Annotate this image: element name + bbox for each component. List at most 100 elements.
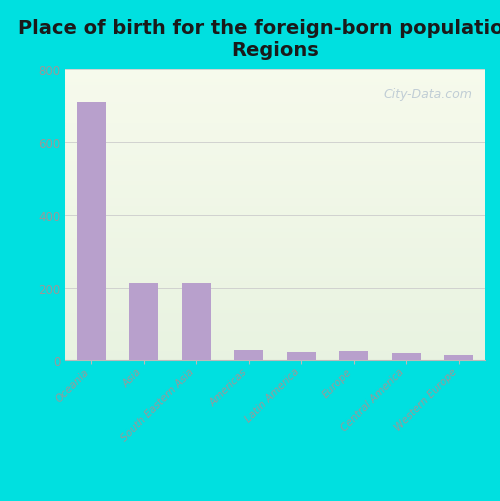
Bar xyxy=(65,250,485,252)
Bar xyxy=(65,173,485,175)
Bar xyxy=(65,284,485,285)
Bar xyxy=(65,349,485,351)
Bar xyxy=(65,255,485,256)
Bar xyxy=(65,335,485,336)
Bar xyxy=(65,311,485,313)
Bar xyxy=(65,93,485,95)
Bar xyxy=(65,76,485,77)
Bar xyxy=(65,141,485,143)
Bar xyxy=(65,221,485,222)
Bar xyxy=(65,309,485,310)
Bar xyxy=(65,247,485,249)
Bar xyxy=(65,208,485,209)
Bar xyxy=(65,319,485,320)
Bar xyxy=(65,224,485,225)
Bar xyxy=(65,140,485,141)
Bar xyxy=(65,121,485,122)
Bar xyxy=(65,287,485,288)
Bar xyxy=(65,358,485,359)
Bar xyxy=(65,102,485,104)
Bar xyxy=(65,209,485,211)
Bar xyxy=(65,249,485,250)
Bar xyxy=(65,117,485,118)
Bar xyxy=(65,234,485,236)
Bar xyxy=(65,88,485,89)
Bar xyxy=(65,205,485,207)
Bar xyxy=(65,313,485,314)
Bar xyxy=(65,77,485,79)
Bar xyxy=(65,75,485,76)
Bar xyxy=(65,195,485,196)
Bar xyxy=(65,162,485,163)
Bar xyxy=(65,227,485,228)
Bar xyxy=(65,265,485,266)
Bar xyxy=(287,353,316,361)
Bar xyxy=(65,345,485,346)
Bar xyxy=(65,83,485,85)
Bar xyxy=(65,215,485,217)
Bar xyxy=(65,259,485,261)
Bar xyxy=(65,343,485,345)
Bar xyxy=(182,284,210,361)
Bar xyxy=(65,222,485,224)
Bar xyxy=(65,272,485,274)
Bar xyxy=(65,156,485,157)
Bar xyxy=(65,130,485,131)
Bar xyxy=(65,340,485,342)
Bar xyxy=(65,167,485,169)
Bar xyxy=(65,82,485,83)
Bar xyxy=(65,351,485,352)
Bar xyxy=(234,351,263,361)
Bar xyxy=(65,228,485,230)
Bar xyxy=(65,278,485,280)
Bar xyxy=(65,253,485,255)
Bar xyxy=(65,164,485,166)
Bar xyxy=(65,293,485,294)
Bar xyxy=(65,291,485,293)
Bar xyxy=(65,346,485,348)
Bar xyxy=(65,325,485,326)
Bar xyxy=(65,274,485,275)
Bar xyxy=(65,327,485,329)
Bar xyxy=(65,98,485,99)
Bar xyxy=(65,131,485,133)
Bar xyxy=(65,199,485,201)
Bar xyxy=(65,256,485,258)
Bar xyxy=(65,163,485,164)
Bar xyxy=(65,297,485,298)
Bar xyxy=(65,172,485,173)
Bar xyxy=(65,214,485,215)
Bar xyxy=(65,310,485,311)
Bar xyxy=(65,186,485,188)
Bar xyxy=(65,304,485,306)
Bar xyxy=(65,79,485,80)
Bar xyxy=(65,109,485,111)
Bar xyxy=(65,151,485,153)
Bar xyxy=(65,188,485,189)
Bar xyxy=(65,104,485,105)
Bar xyxy=(77,103,106,361)
Bar xyxy=(65,73,485,75)
Bar xyxy=(65,159,485,160)
Bar xyxy=(65,280,485,281)
Bar xyxy=(65,320,485,322)
Bar xyxy=(65,303,485,304)
Bar xyxy=(65,127,485,128)
Bar xyxy=(65,339,485,340)
Bar xyxy=(65,238,485,240)
Bar xyxy=(65,72,485,73)
Bar xyxy=(65,301,485,303)
Bar xyxy=(65,134,485,135)
Bar xyxy=(65,133,485,134)
Bar xyxy=(65,160,485,162)
Bar xyxy=(65,153,485,154)
Bar xyxy=(65,101,485,102)
Bar xyxy=(65,183,485,185)
Bar xyxy=(65,86,485,88)
Bar xyxy=(65,146,485,147)
Bar xyxy=(392,354,420,361)
Bar xyxy=(65,207,485,208)
Bar xyxy=(65,220,485,221)
Bar xyxy=(65,92,485,93)
Bar xyxy=(65,154,485,156)
